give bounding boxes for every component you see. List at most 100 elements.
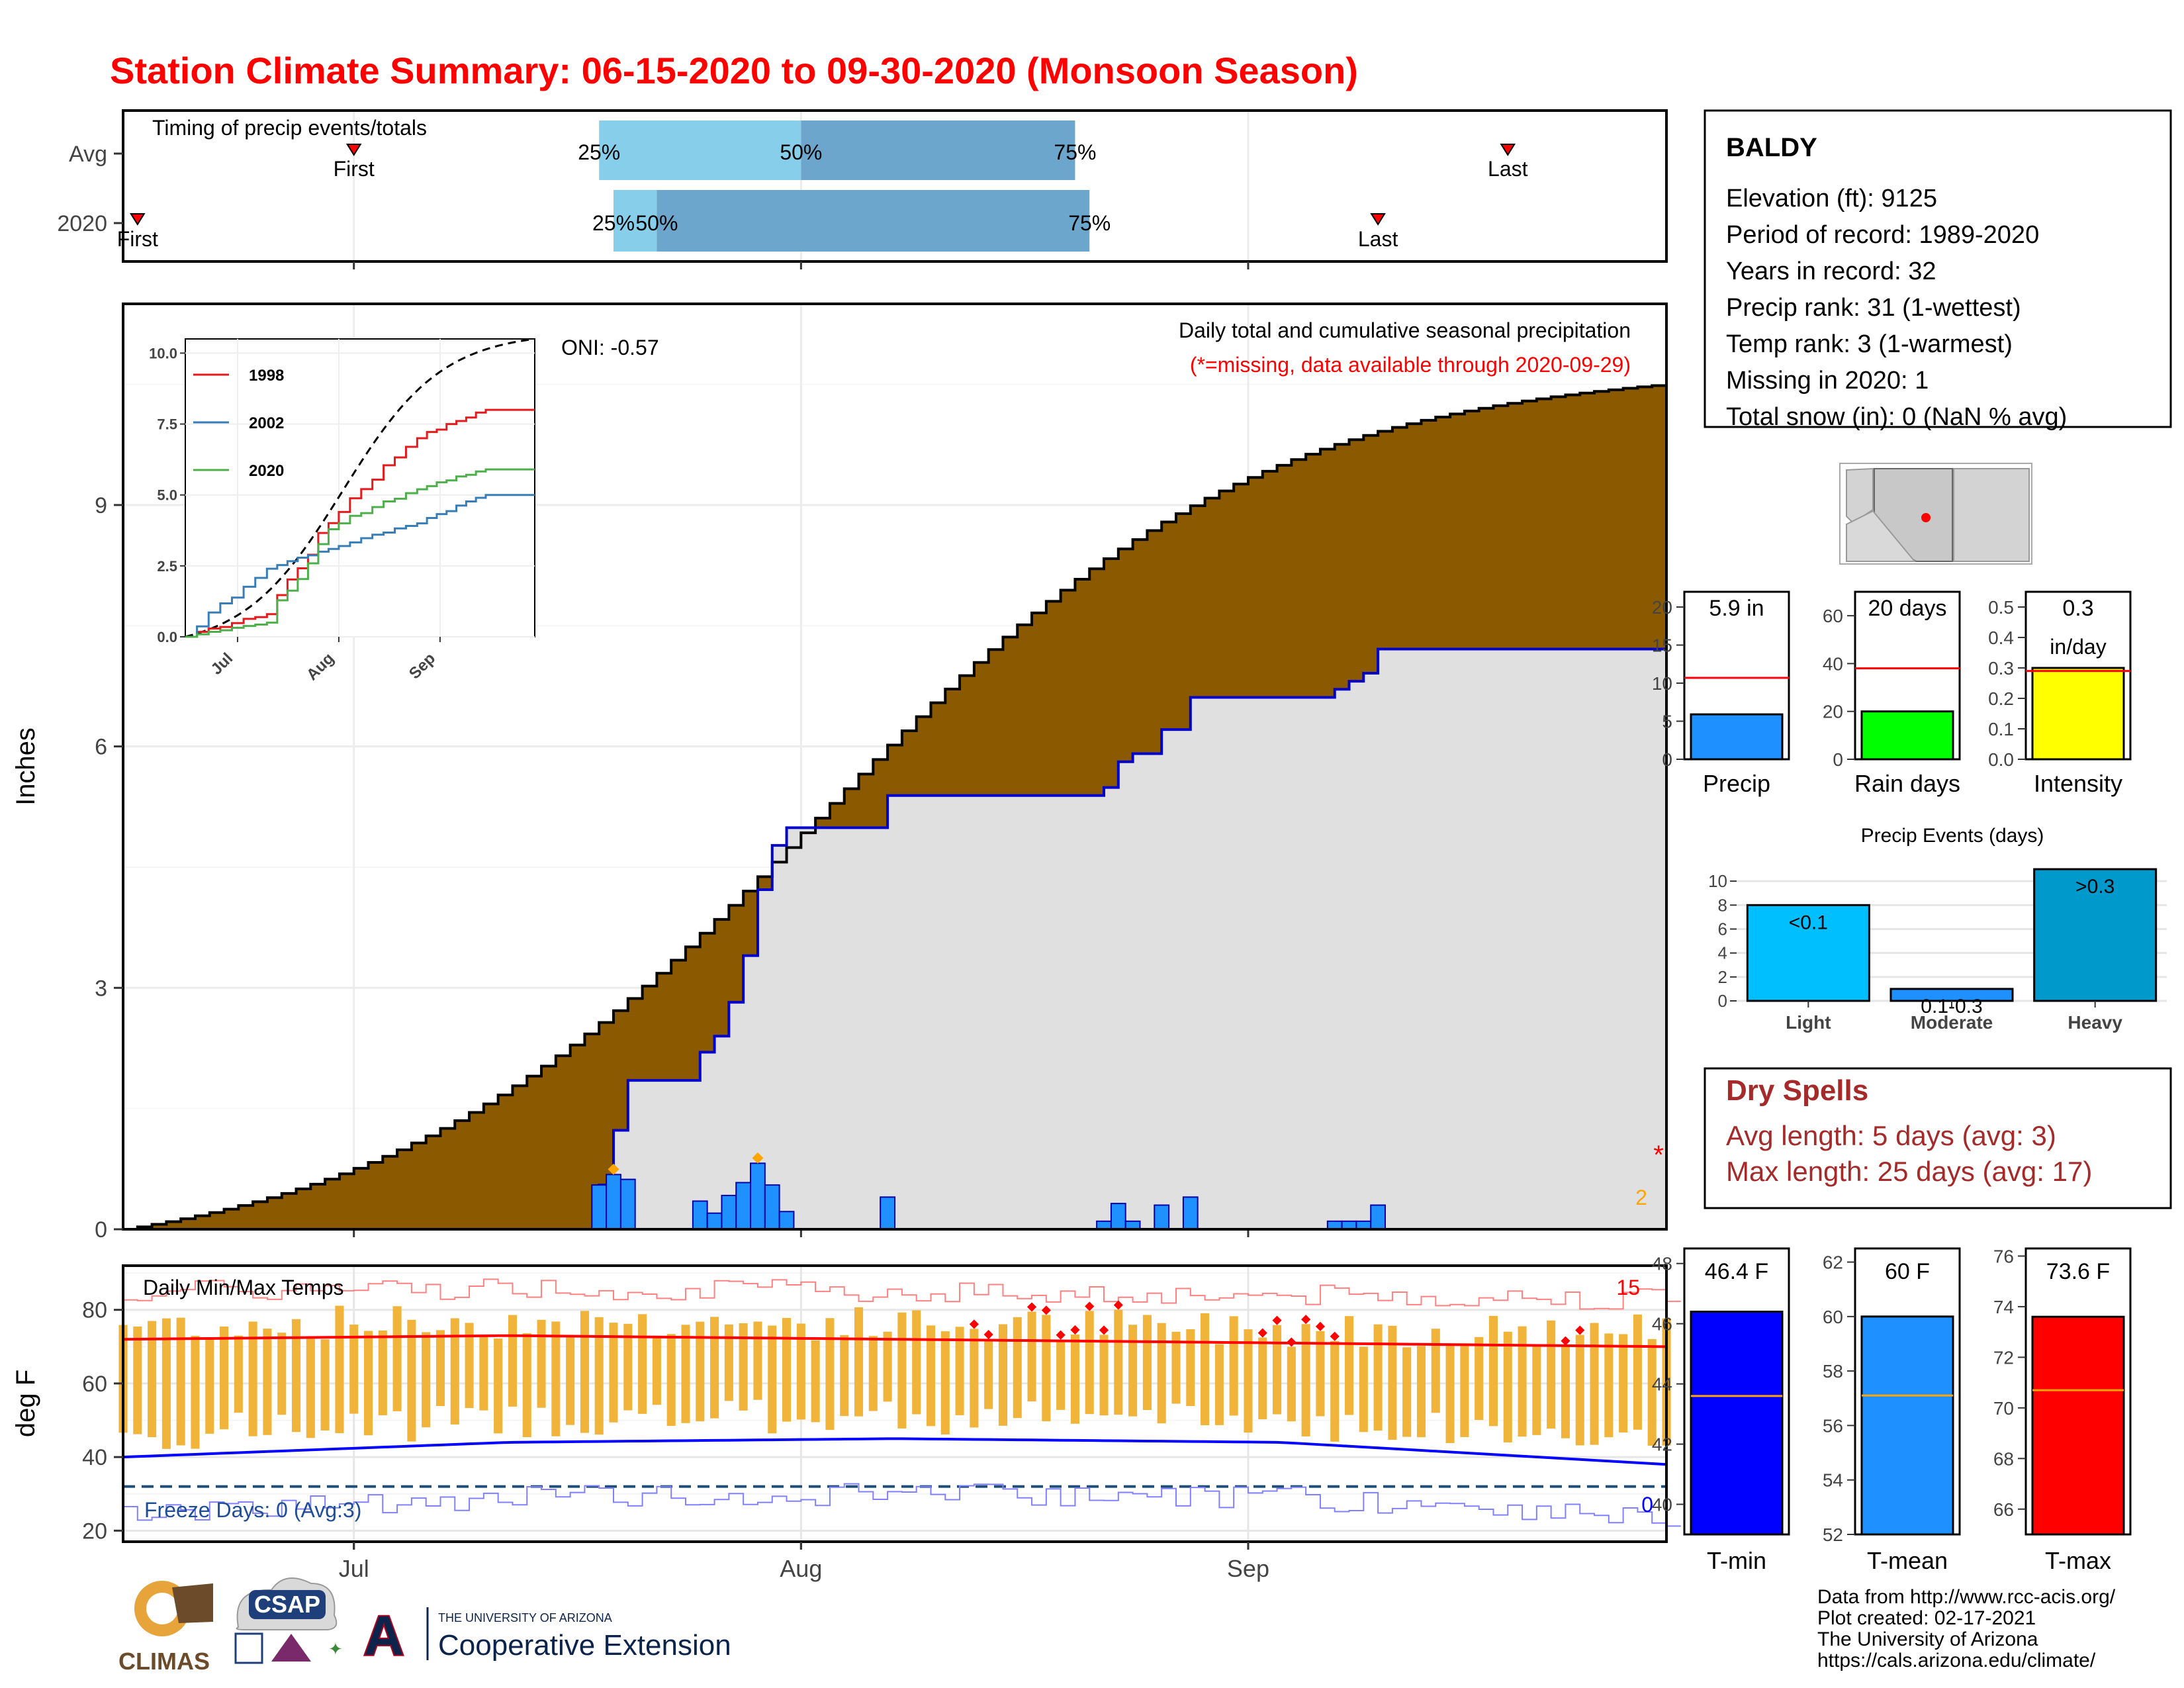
daily-temp-range-bar (926, 1325, 936, 1427)
temp-y-tick: 40 (82, 1445, 107, 1470)
temp-summary-tick: 70 (1993, 1398, 2014, 1419)
daily-temp-range-bar (868, 1336, 878, 1411)
dry-spells-avg: Avg length: 5 days (avg: 3) (1726, 1120, 2056, 1151)
record-high-marker (969, 1319, 979, 1329)
avg-cumulative-line (123, 384, 1668, 1231)
summary-tick: 10 (1652, 673, 1672, 694)
temp-summary-category-label: T-mean (1867, 1547, 1948, 1574)
timing-bar-early (599, 120, 801, 180)
precip-y-tick: 9 (95, 493, 107, 518)
summary-tick: 15 (1652, 635, 1672, 656)
record-high-marker (1301, 1315, 1311, 1325)
daily-temp-range-bar (638, 1314, 647, 1414)
daily-temp-range-bar (1013, 1317, 1022, 1419)
avg-tmin-line (122, 1437, 1667, 1466)
climas-logo: CLIMAS (118, 1581, 213, 1675)
timing-p75-label: 75% (1054, 140, 1096, 164)
daily-temp-range-bar (1214, 1344, 1224, 1425)
inset-legend-label: 2002 (249, 414, 284, 432)
summary-tick: 0.2 (1988, 688, 2014, 709)
daily-temp-range-bar (291, 1319, 301, 1432)
daily-temp-range-bar (883, 1331, 892, 1402)
inset-y-tick: 10.0 (149, 345, 177, 361)
daily-temp-range-bar (1647, 1338, 1657, 1446)
daily-temp-range-bar (681, 1325, 690, 1423)
dry-spells-title: Dry Spells (1726, 1074, 1868, 1107)
inset-legend-label: 2020 (249, 462, 284, 480)
daily-temp-range-bar (1099, 1335, 1109, 1416)
daily-temp-range-bar (234, 1335, 243, 1413)
inset-y-tick: 2.5 (157, 558, 177, 575)
summary-value-label: 20 days (1868, 596, 1946, 621)
temp-summary-tick: 54 (1823, 1470, 1843, 1491)
summary-tick: 0.4 (1988, 628, 2014, 648)
daily-temp-range-bar (984, 1339, 993, 1409)
daily-temp-range-bar (148, 1321, 157, 1438)
daily-temp-range-bar (465, 1323, 474, 1409)
daily-temp-range-bar (1561, 1345, 1570, 1438)
events-y-tick: 2 (1718, 967, 1727, 987)
daily-temp-range-bar (1633, 1314, 1642, 1430)
page-title: Station Climate Summary: 06-15-2020 to 0… (110, 50, 1358, 91)
daily-temp-range-bar (1056, 1339, 1066, 1410)
credits: Data from http://www.rcc-acis.org/ Plot … (1817, 1586, 2116, 1671)
summary-tick: 0 (1662, 749, 1672, 770)
freeze-days-count: 0 (1641, 1493, 1653, 1517)
station-line-years: Years in record: 32 (1726, 258, 1936, 285)
daily-temp-range-bar (1575, 1335, 1584, 1446)
timing-last-label: Last (1488, 157, 1528, 181)
summary-tick: 0.1 (1988, 719, 2014, 739)
daily-temp-range-bar (306, 1336, 315, 1438)
precip-legend-line2: (*=missing, data available through 2020-… (1190, 353, 1631, 377)
locator-map (1839, 463, 2032, 565)
daily-temp-range-bar (494, 1338, 503, 1434)
daily-temp-range-bar (768, 1325, 777, 1434)
daily-temp-range-bar (1604, 1333, 1614, 1438)
record-high-marker (1041, 1305, 1051, 1315)
avg-tmax-line (122, 1334, 1667, 1348)
daily-temp-range-bar (1114, 1309, 1123, 1415)
temp-summary-category-label: T-max (2045, 1547, 2111, 1574)
svg-text:✦: ✦ (328, 1639, 343, 1659)
daily-temp-range-bar (1186, 1329, 1195, 1406)
temp-summary-bar (1690, 1310, 1784, 1536)
record-precip-marker (752, 1152, 764, 1164)
timing-row-avg: Avg (69, 142, 107, 167)
daily-temp-range-bar (277, 1333, 287, 1415)
daily-temp-range-bar (1431, 1329, 1440, 1413)
summary-tick: 40 (1823, 653, 1843, 674)
hot-days-count: 15 (1616, 1276, 1640, 1299)
record-min-line (123, 1483, 1681, 1527)
daily-precip-bar (591, 1184, 608, 1231)
record-high-marker (1099, 1325, 1109, 1335)
x-month-label: Aug (780, 1555, 822, 1582)
timing-bar-late (801, 120, 1075, 180)
credit-line-university: The University of Arizona (1817, 1628, 2038, 1650)
events-y-tick: 10 (1708, 871, 1727, 891)
summary-category-label: Precip (1703, 770, 1770, 797)
daily-precip-bar (764, 1184, 780, 1231)
daily-temp-range-bar (710, 1317, 719, 1419)
record-high-marker (1056, 1330, 1066, 1340)
daily-temp-range-bar (594, 1317, 604, 1435)
daily-temp-range-bar (1244, 1329, 1253, 1433)
daily-temp-range-bar (1171, 1331, 1181, 1404)
daily-temp-range-bar (970, 1329, 979, 1428)
daily-temp-range-bar (205, 1337, 214, 1434)
station-line-elevation: Elevation (ft): 9125 (1726, 185, 1937, 212)
temp-y-tick: 20 (82, 1519, 107, 1544)
daily-precip-bar (692, 1200, 708, 1230)
station-name: BALDY (1726, 133, 1817, 162)
csap-logo: CSAP ✦ (234, 1577, 343, 1664)
daily-temp-range-bar (363, 1331, 373, 1436)
inset-y-tick: 7.5 (157, 416, 177, 433)
dry-spells-max: Max length: 25 days (avg: 17) (1726, 1156, 2092, 1187)
record-high-marker (1085, 1301, 1095, 1311)
record-high-marker (1315, 1321, 1326, 1331)
timing-last-label: Last (1358, 227, 1398, 251)
freeze-days-label: Freeze Days: 0 (Avg:3) (144, 1498, 361, 1522)
x-month-label: Jul (339, 1555, 369, 1582)
daily-temp-range-bar (335, 1305, 344, 1434)
record-high-marker (1026, 1302, 1037, 1312)
temp-summary-category-label: T-min (1707, 1547, 1766, 1574)
